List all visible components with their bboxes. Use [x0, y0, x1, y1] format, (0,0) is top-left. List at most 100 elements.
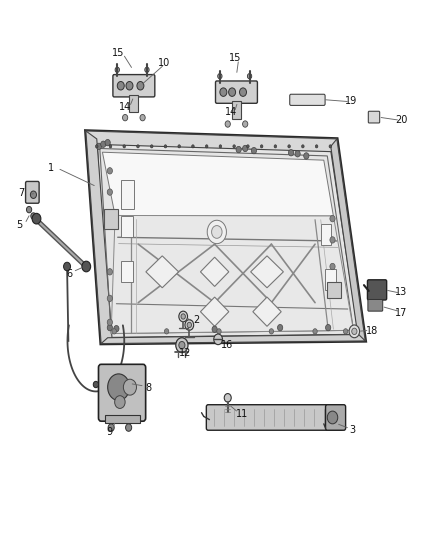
Circle shape — [247, 145, 249, 148]
Circle shape — [329, 145, 332, 148]
Circle shape — [108, 424, 114, 431]
FancyBboxPatch shape — [113, 75, 155, 97]
Circle shape — [93, 381, 99, 387]
Circle shape — [187, 322, 191, 328]
Polygon shape — [253, 297, 281, 326]
Bar — [130, 95, 138, 112]
Text: 14: 14 — [225, 107, 237, 117]
Circle shape — [114, 326, 119, 332]
Circle shape — [115, 67, 120, 72]
Circle shape — [233, 145, 236, 148]
Polygon shape — [201, 297, 229, 326]
Circle shape — [32, 213, 41, 224]
Circle shape — [145, 67, 149, 72]
Text: 14: 14 — [119, 102, 131, 112]
FancyBboxPatch shape — [368, 300, 383, 311]
FancyBboxPatch shape — [325, 405, 346, 430]
Circle shape — [124, 379, 137, 395]
Bar — [121, 216, 134, 237]
Circle shape — [243, 146, 248, 152]
Circle shape — [212, 326, 217, 333]
Circle shape — [137, 82, 144, 90]
Polygon shape — [146, 256, 179, 288]
Circle shape — [176, 338, 188, 353]
Circle shape — [269, 329, 274, 334]
Circle shape — [30, 191, 36, 198]
Circle shape — [325, 325, 331, 331]
Circle shape — [109, 145, 112, 148]
Circle shape — [105, 140, 110, 146]
Circle shape — [107, 269, 113, 275]
Text: 2: 2 — [193, 314, 199, 325]
Text: 6: 6 — [66, 269, 72, 279]
Circle shape — [179, 311, 187, 322]
Circle shape — [96, 143, 102, 150]
Text: 20: 20 — [396, 115, 408, 125]
Polygon shape — [251, 256, 283, 288]
Circle shape — [315, 145, 318, 148]
Circle shape — [304, 153, 309, 159]
Circle shape — [117, 82, 124, 90]
Circle shape — [181, 314, 185, 319]
Circle shape — [185, 320, 194, 330]
Polygon shape — [201, 257, 229, 286]
Text: 15: 15 — [230, 53, 242, 63]
Circle shape — [126, 82, 133, 90]
Polygon shape — [102, 152, 333, 216]
Text: 12: 12 — [179, 348, 191, 358]
Text: 19: 19 — [345, 95, 357, 106]
Circle shape — [247, 74, 252, 79]
Circle shape — [31, 213, 36, 219]
Circle shape — [343, 329, 348, 334]
Circle shape — [164, 145, 167, 148]
Text: 10: 10 — [158, 59, 170, 68]
Text: 11: 11 — [236, 409, 248, 419]
Text: 8: 8 — [145, 383, 152, 393]
Circle shape — [115, 395, 125, 408]
Circle shape — [126, 424, 132, 431]
Circle shape — [107, 189, 113, 195]
Circle shape — [150, 145, 153, 148]
Polygon shape — [97, 139, 359, 338]
Circle shape — [26, 206, 32, 213]
Circle shape — [243, 121, 248, 127]
Circle shape — [349, 325, 360, 338]
Circle shape — [137, 145, 139, 148]
Circle shape — [251, 148, 257, 154]
Circle shape — [225, 121, 230, 127]
Circle shape — [295, 151, 300, 157]
Polygon shape — [101, 335, 365, 344]
Circle shape — [95, 145, 98, 148]
Circle shape — [164, 329, 169, 334]
Text: 17: 17 — [396, 308, 408, 318]
Text: 9: 9 — [107, 427, 113, 438]
Text: 18: 18 — [366, 326, 378, 336]
Circle shape — [107, 295, 113, 302]
Circle shape — [330, 263, 335, 270]
Circle shape — [220, 88, 227, 96]
Circle shape — [179, 342, 185, 349]
Circle shape — [219, 145, 222, 148]
FancyBboxPatch shape — [206, 405, 343, 430]
Circle shape — [123, 115, 128, 121]
Text: 7: 7 — [18, 188, 25, 198]
Circle shape — [301, 145, 304, 148]
Circle shape — [107, 325, 113, 331]
Circle shape — [212, 225, 222, 238]
Polygon shape — [104, 209, 118, 229]
Circle shape — [217, 329, 221, 334]
Polygon shape — [86, 131, 365, 344]
Circle shape — [224, 393, 231, 402]
Text: 15: 15 — [112, 48, 124, 58]
Polygon shape — [331, 139, 365, 341]
Circle shape — [218, 74, 222, 79]
Circle shape — [191, 145, 194, 148]
Text: 16: 16 — [221, 340, 233, 350]
Circle shape — [236, 147, 241, 153]
Text: 5: 5 — [16, 220, 22, 230]
Circle shape — [82, 261, 91, 272]
FancyBboxPatch shape — [368, 111, 380, 123]
Bar — [121, 261, 134, 282]
Circle shape — [260, 145, 263, 148]
Circle shape — [288, 150, 293, 156]
